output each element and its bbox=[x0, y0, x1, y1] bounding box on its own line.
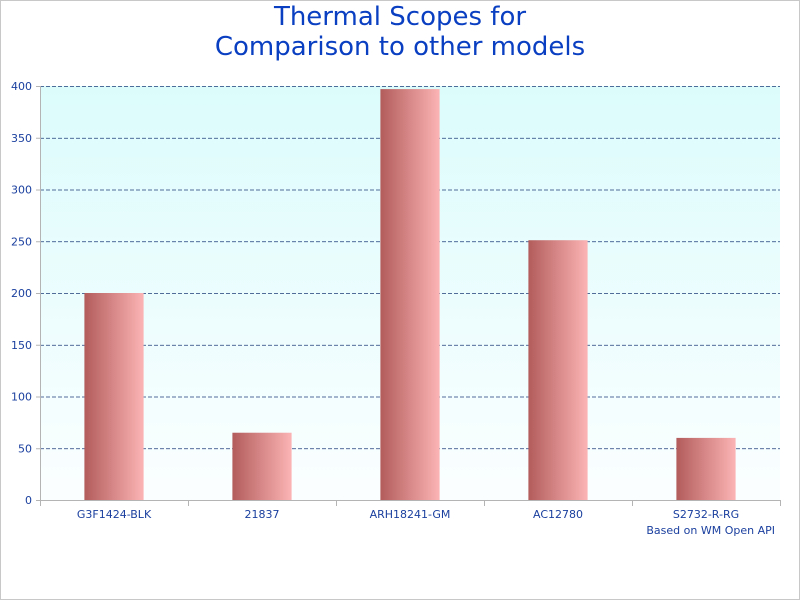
chart-title: Thermal Scopes for Comparison to other m… bbox=[0, 2, 800, 62]
x-tick-label: 21837 bbox=[245, 508, 280, 521]
chart-title-line-2: Comparison to other models bbox=[214, 32, 586, 62]
chart-title-line-1: Thermal Scopes for bbox=[273, 2, 527, 32]
x-tick-label: ARH18241-GM bbox=[370, 508, 451, 521]
x-tick-label: G3F1424-BLK bbox=[77, 508, 152, 521]
y-tick-label: 350 bbox=[11, 132, 32, 145]
y-tick-label: 200 bbox=[11, 287, 32, 300]
y-tick-label: 400 bbox=[11, 80, 32, 93]
x-tick-label: S2732-R-RG bbox=[673, 508, 739, 521]
bar-21837 bbox=[232, 432, 292, 500]
bars bbox=[84, 89, 736, 500]
x-tick-label: AC12780 bbox=[533, 508, 583, 521]
y-tick-label: 300 bbox=[11, 184, 32, 197]
y-tick-label: 150 bbox=[11, 339, 32, 352]
bar-G3F1424-BLK bbox=[84, 293, 144, 500]
y-tick-label: 50 bbox=[18, 442, 32, 455]
y-tick-label: 250 bbox=[11, 235, 32, 248]
y-tick-label: 0 bbox=[25, 494, 32, 507]
bar-AC12780 bbox=[528, 240, 588, 500]
chart-credit: Based on WM Open API bbox=[646, 524, 775, 537]
bar-ARH18241-GM bbox=[380, 89, 440, 500]
y-tick-label: 100 bbox=[11, 391, 32, 404]
axes: 0 50 100 150 200 250 300 350 400 G3F1424-BLK 21837… bbox=[11, 80, 781, 521]
bar-S2732-R-RG bbox=[676, 437, 736, 500]
